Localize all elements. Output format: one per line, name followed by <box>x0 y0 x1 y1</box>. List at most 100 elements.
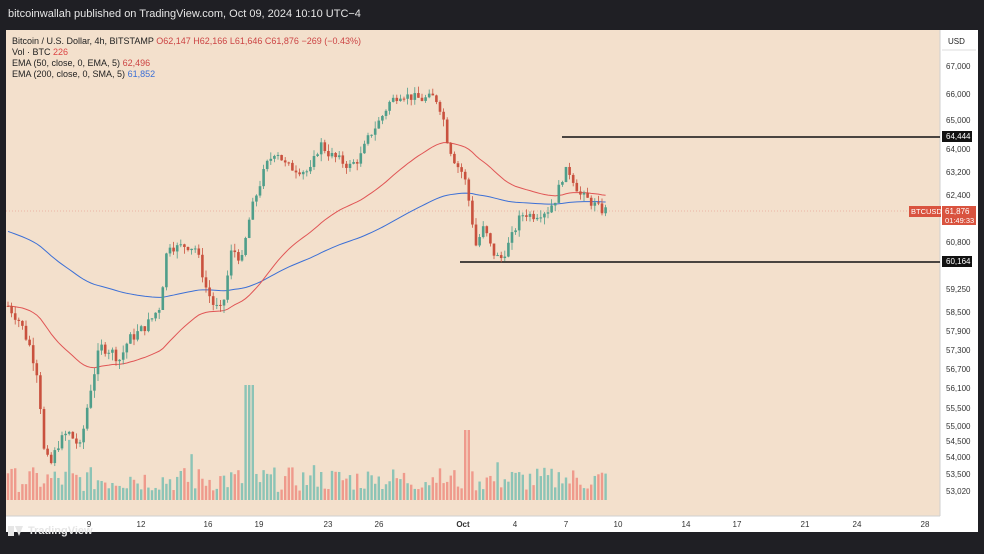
candle-body <box>449 143 453 154</box>
candle-body <box>215 304 219 306</box>
y-tick-label: 58,500 <box>946 308 971 317</box>
volume-bar <box>17 491 20 500</box>
volume-bar <box>248 385 251 500</box>
candle-body <box>463 171 467 180</box>
candle-body <box>496 255 499 257</box>
volume-bar <box>507 481 510 500</box>
candle-body <box>345 163 348 168</box>
candle-body <box>373 128 377 135</box>
volume-bar <box>575 477 578 500</box>
volume-bar <box>464 430 467 500</box>
candle-body <box>334 152 337 158</box>
volume-bar <box>431 477 434 500</box>
candle-body <box>78 442 82 444</box>
volume-label: Vol · BTC <box>12 47 51 57</box>
candle-body <box>586 192 589 198</box>
volume-bar <box>14 468 17 500</box>
y-tick-label: 53,500 <box>946 470 971 479</box>
candle-body <box>10 305 13 314</box>
y-tick-label: 56,100 <box>946 384 971 393</box>
ohlc-close: C61,876 <box>264 36 299 46</box>
x-tick-label: 26 <box>375 520 384 529</box>
candle-body <box>31 345 35 364</box>
candle-body <box>514 230 517 233</box>
volume-bar <box>215 488 218 500</box>
volume-bar <box>186 481 190 500</box>
volume-bar <box>334 471 337 500</box>
candle-body <box>60 435 64 449</box>
candle-body <box>129 334 132 344</box>
x-tick-label: 24 <box>853 520 862 529</box>
volume-bar <box>402 472 406 500</box>
candle-body <box>269 158 273 161</box>
candle-body <box>582 192 586 195</box>
volume-bar <box>320 472 323 500</box>
candle-body <box>597 202 600 204</box>
candle-body <box>114 349 118 362</box>
volume-bar <box>107 488 110 500</box>
candle-body <box>237 252 240 261</box>
candle-body <box>67 431 71 434</box>
volume-bar <box>28 471 31 500</box>
volume-bar <box>348 475 352 500</box>
candle-body <box>550 205 553 213</box>
candle-body <box>327 151 330 157</box>
volume-bar <box>244 385 247 500</box>
candle-body <box>46 448 49 455</box>
candle-body <box>186 247 190 251</box>
candle-body <box>366 135 370 144</box>
candle-body <box>75 438 78 444</box>
volume-bar <box>579 484 582 500</box>
volume-bar <box>122 487 125 500</box>
candle-body <box>352 162 355 164</box>
x-tick-label: Oct <box>456 520 470 529</box>
volume-bar <box>147 487 150 500</box>
volume-bar <box>204 485 208 500</box>
legend-title-row: Bitcoin / U.S. Dollar, 4h, BITSTAMP O62,… <box>12 36 361 47</box>
ohlc-low: L61,646 <box>229 36 263 46</box>
x-tick-label: 4 <box>513 520 518 529</box>
candle-body <box>172 247 175 252</box>
volume-bar <box>453 470 456 500</box>
chart-frame[interactable] <box>6 30 978 532</box>
candle-body <box>6 305 10 307</box>
volume-bar <box>420 487 424 500</box>
ohlc-open: O62,147 <box>156 36 191 46</box>
volume-bar <box>237 470 240 500</box>
candle-body <box>35 363 39 376</box>
volume-bar <box>554 487 557 500</box>
resistance-level-badge <box>942 131 972 142</box>
volume-bar <box>417 489 420 500</box>
volume-bar <box>208 479 211 500</box>
volume-bar <box>201 478 204 500</box>
candle-body <box>211 296 215 305</box>
candle-body <box>276 154 280 156</box>
candle-body <box>64 433 67 436</box>
volume-bar <box>136 483 139 500</box>
x-tick-label: 17 <box>733 520 742 529</box>
volume-bar <box>557 472 560 500</box>
volume-bar <box>230 472 233 500</box>
volume-bar <box>521 474 524 500</box>
candle-body <box>53 450 57 464</box>
volume-bar <box>489 475 492 500</box>
candle-body <box>132 334 136 340</box>
volume-bar <box>539 476 542 500</box>
symbol-badge-label: BTCUSD <box>911 207 942 216</box>
candle-body <box>17 319 21 321</box>
volume-bar <box>35 472 38 500</box>
candle-body <box>370 134 373 136</box>
volume-bar <box>492 481 496 500</box>
volume-bar <box>449 475 452 500</box>
candle-body <box>183 244 186 248</box>
volume-bar <box>316 486 319 500</box>
candle-body <box>143 326 147 332</box>
volume-value: 226 <box>53 47 69 57</box>
volume-bar <box>388 481 391 500</box>
y-tick-label: 63,200 <box>946 168 971 177</box>
resistance-level-label: 64,444 <box>946 132 971 141</box>
volume-bar <box>172 490 175 500</box>
volume-bar <box>168 479 172 500</box>
volume-bar <box>100 480 103 500</box>
